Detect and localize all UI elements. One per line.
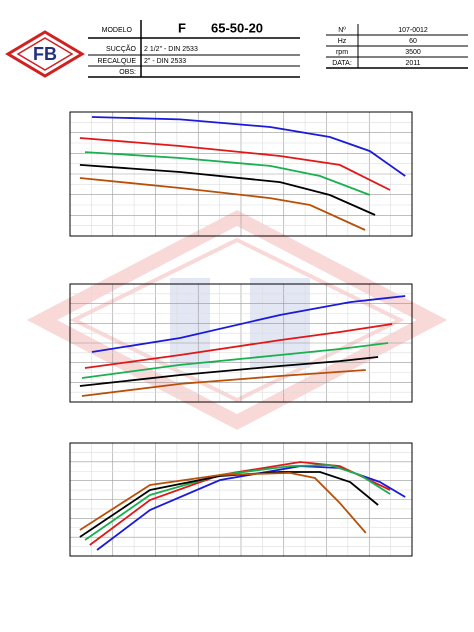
- label: rpm: [336, 49, 348, 56]
- value: 3500: [405, 49, 421, 56]
- label: SUCÇÃO: [106, 44, 137, 53]
- curve: [89, 461, 391, 546]
- curve: [81, 369, 366, 397]
- curve: [81, 342, 389, 379]
- label: Hz: [338, 38, 347, 45]
- curve: [84, 323, 393, 369]
- plot-frame: [69, 442, 413, 557]
- right-table: [326, 24, 468, 69]
- value: 60: [409, 38, 417, 45]
- label: OBS:: [119, 69, 136, 76]
- curve: [84, 151, 371, 196]
- value: 2" - DIN 2533: [144, 58, 186, 65]
- value: 2 1/2" - DIN 2533: [144, 46, 198, 53]
- curve: [84, 464, 391, 541]
- logo: FB: [5, 30, 85, 78]
- plot-frame: [69, 111, 413, 237]
- value: F: [178, 20, 186, 35]
- curve: [79, 356, 379, 387]
- value: 107-0012: [398, 27, 428, 34]
- logo-text: FB: [33, 44, 57, 64]
- watermark: [26, 210, 448, 430]
- curve: [79, 137, 391, 191]
- curve: [79, 164, 376, 216]
- value: 2011: [405, 60, 420, 67]
- curve: [91, 116, 406, 177]
- label: MODELO: [102, 27, 133, 34]
- label: RECALQUE: [97, 58, 136, 65]
- plot-frame: [69, 283, 413, 403]
- value: 65-50-20: [211, 20, 263, 35]
- left-table: [88, 20, 300, 78]
- label: DATA:: [332, 60, 352, 67]
- curve: [79, 177, 366, 231]
- label: Nº: [338, 27, 346, 34]
- curve: [91, 295, 406, 353]
- curve: [79, 471, 367, 534]
- curve: [79, 471, 379, 538]
